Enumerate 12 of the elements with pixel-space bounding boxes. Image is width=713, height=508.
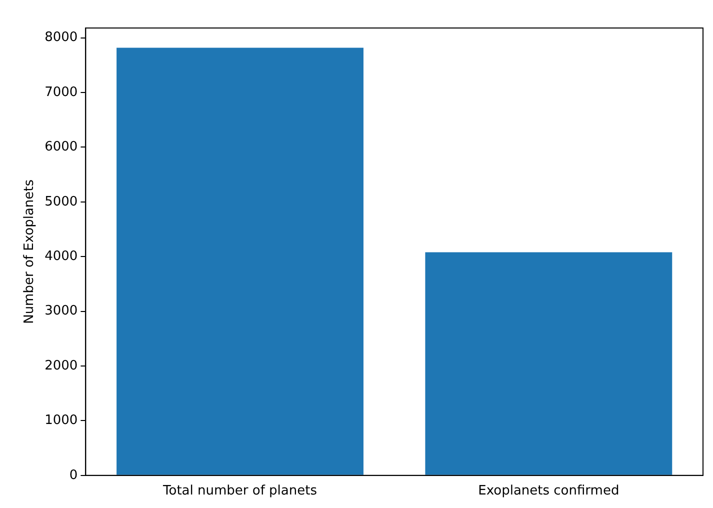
y-tick-label: 4000: [44, 248, 78, 264]
y-tick-label: 1000: [44, 413, 78, 428]
y-tick-label: 7000: [44, 84, 78, 100]
y-tick-label: 5000: [44, 194, 78, 210]
y-tick-label: 3000: [44, 304, 78, 319]
y-tick-label: 2000: [44, 358, 78, 374]
y-tick-label: 0: [69, 468, 78, 483]
y-axis-title: Number of Exoplanets: [22, 179, 38, 324]
y-tick-label: 8000: [44, 30, 78, 46]
y-tick-label: 6000: [44, 140, 78, 155]
x-tick-label: Exoplanets confirmed: [478, 484, 620, 499]
x-tick-label: Total number of planets: [162, 484, 318, 499]
